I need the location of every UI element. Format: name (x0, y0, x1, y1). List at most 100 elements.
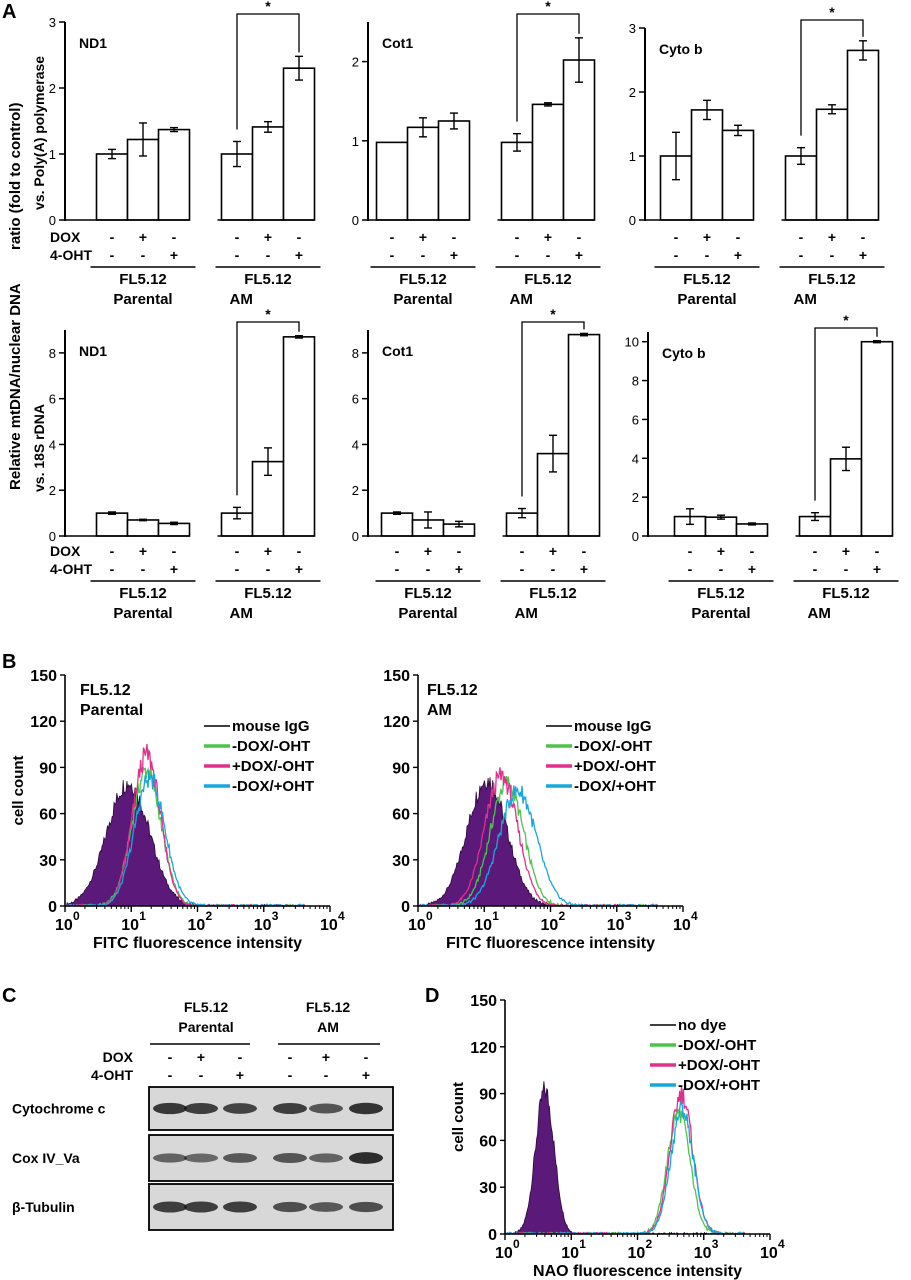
y-tick-label: 30 (39, 853, 57, 870)
oht-sign: - (235, 247, 240, 263)
x-tick-label: 10 (408, 917, 426, 934)
dox-sign: + (264, 229, 272, 245)
oht-sign: - (141, 247, 146, 263)
significance-bracket (236, 321, 300, 496)
western-blot: FL5.12 Parental FL5.12 AM DOX 4-OHT - - + - - + - - + -… (12, 999, 394, 1231)
group-label-line1: FL5.12 (119, 271, 167, 288)
dox-sign: - (172, 229, 177, 245)
x-tick-exponent: 2 (559, 909, 566, 923)
x-tick-label: 10 (760, 1245, 778, 1262)
oht-sign: + (170, 561, 178, 577)
y-tick-label: 60 (392, 807, 410, 824)
x-tick-label: 10 (254, 917, 272, 934)
chart-title: Cot1 (382, 35, 413, 51)
oht-sign: - (110, 561, 115, 577)
group-label-line1: FL5.12 (822, 585, 870, 602)
group-label-line2: Parental (113, 291, 172, 308)
panel-label-b: B (2, 651, 16, 673)
y-tick-label: 3 (49, 15, 56, 30)
oht-sign: - (390, 247, 395, 263)
blot-label: β-Tubulin (12, 1199, 75, 1215)
group-label-line2: Parental (691, 605, 750, 622)
chart-title: Cyto b (659, 41, 703, 57)
blot-dox-sign: - (238, 1049, 243, 1065)
group-label-line2: AM (515, 605, 538, 622)
blot-band (153, 1102, 187, 1115)
panel-label-a: A (2, 1, 16, 23)
histogram-fill (505, 1081, 746, 1235)
significance-star: * (545, 0, 551, 14)
histogram-fill (65, 780, 306, 907)
legend-entry: no dye (678, 1017, 726, 1034)
oht-sign: + (734, 247, 742, 263)
bar (157, 522, 191, 537)
x-tick-exponent: 0 (513, 1237, 520, 1251)
legend-entry: -DOX/-OHT (678, 1037, 756, 1054)
y-axis-label: cell count (450, 1082, 467, 1152)
blot-band (349, 1102, 383, 1115)
significance-bracket (516, 13, 580, 122)
x-tick-label: 10 (673, 917, 691, 934)
dox-sign: - (520, 543, 525, 559)
legend-entry: -DOX/+OHT (232, 778, 314, 795)
row-label-dox: DOX (50, 229, 81, 245)
blot-oht-sign: - (199, 1067, 204, 1083)
oht-sign: - (426, 561, 431, 577)
dox-sign: - (750, 543, 755, 559)
y-tick-label: 2 (632, 490, 639, 505)
bar-charts: 0 1 2 3 - - + - - + - - + - - + ND1 * DOX 4-OHT FL5.12 Parent… (49, 0, 899, 622)
y-tick-label: 150 (383, 668, 410, 685)
bar (157, 128, 191, 221)
x-axis-label: FITC fluorescence intensity (446, 935, 655, 952)
dox-sign: - (395, 543, 400, 559)
bar-chart-3: 0 1 2 3 - - + - - + - - + - - + Cyto b * FL5.12 Parental FL5… (629, 4, 885, 308)
y-tick-label: 0 (488, 1227, 497, 1244)
bar-chart-1: 0 1 2 3 - - + - - + - - + - - + ND1 * DOX 4-OHT FL5.12 Parent… (49, 0, 321, 308)
chart-title: ND1 (79, 35, 107, 51)
dox-sign: - (297, 229, 302, 245)
oht-sign: - (266, 247, 271, 263)
oht-sign: - (813, 561, 818, 577)
blot-dox-sign: + (197, 1049, 205, 1065)
blot-group-line1: FL5.12 (306, 999, 351, 1015)
y-tick-label: 8 (49, 346, 56, 361)
x-tick-label: 10 (694, 1245, 712, 1262)
dox-sign: - (577, 229, 582, 245)
sample-label-line2: AM (427, 702, 452, 719)
y-tick-label: 0 (629, 213, 636, 228)
blot-band (184, 1153, 218, 1163)
panel-a-ylabel-line2: ratio (fold to control) (7, 103, 24, 250)
oht-sign: - (799, 247, 804, 263)
x-tick-exponent: 1 (492, 909, 499, 923)
blot-group-line1: FL5.12 (184, 999, 229, 1015)
y-tick-label: 60 (39, 807, 57, 824)
dox-sign: + (717, 543, 725, 559)
blot-dox-sign: - (364, 1049, 369, 1065)
blot-band (309, 1103, 343, 1114)
bar (531, 103, 565, 221)
row-label-oht: 4-OHT (50, 247, 92, 263)
bar (860, 340, 894, 537)
y-tick-label: 1 (352, 134, 359, 149)
legend-entry: +DOX/-OHT (574, 758, 656, 775)
row-label-oht: 4-OHT (50, 561, 92, 577)
bar (406, 126, 440, 221)
oht-sign: - (551, 561, 556, 577)
oht-sign: + (748, 561, 756, 577)
dox-sign: - (235, 543, 240, 559)
bar (815, 108, 849, 221)
oht-sign: + (575, 247, 583, 263)
dox-sign: - (861, 229, 866, 245)
blot-band (349, 1201, 383, 1213)
x-tick-label: 10 (628, 1245, 646, 1262)
significance-bracket (236, 13, 300, 130)
oht-sign: - (141, 561, 146, 577)
x-tick-exponent: 3 (272, 909, 279, 923)
y-tick-label: 0 (48, 899, 57, 916)
blot-band (223, 1153, 257, 1163)
oht-sign: + (859, 247, 867, 263)
dox-sign: - (799, 229, 804, 245)
blot-row-label-dox: DOX (103, 1049, 134, 1065)
